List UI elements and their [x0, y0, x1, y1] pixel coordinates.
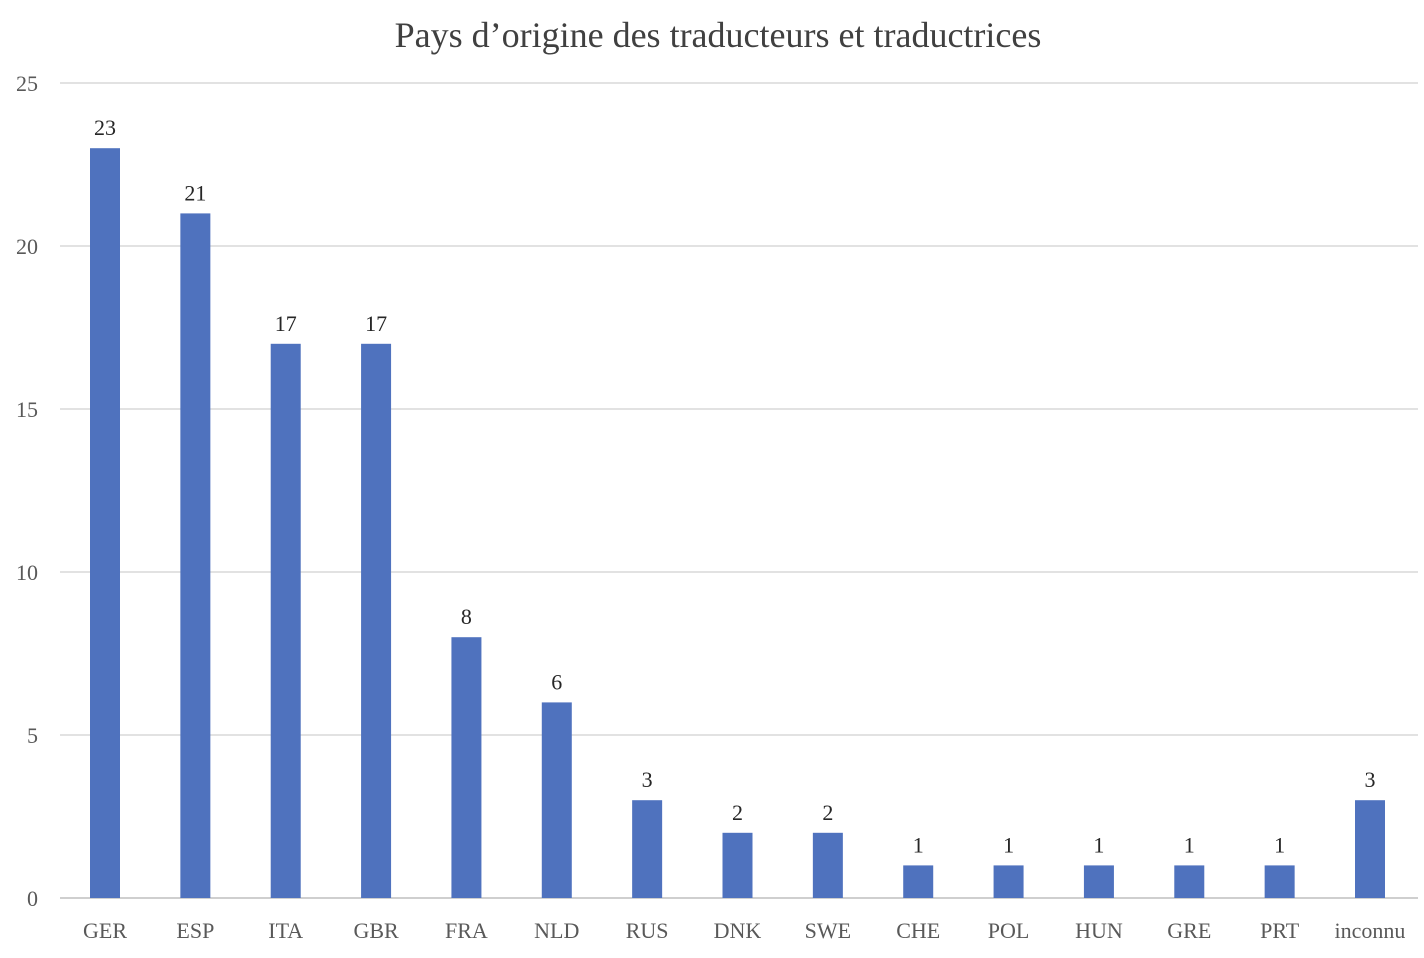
data-label: 6	[551, 669, 562, 694]
bar-hun	[1083, 865, 1114, 898]
bar-ger	[90, 148, 120, 898]
x-category-label: GBR	[353, 918, 399, 943]
bars	[90, 148, 1385, 898]
bar-gre	[1174, 865, 1205, 898]
bar-rus	[632, 800, 663, 898]
bar-inconnu	[1355, 800, 1385, 898]
bar-ita	[270, 343, 301, 898]
data-label: 23	[94, 115, 116, 140]
data-label: 8	[461, 604, 472, 629]
chart-title: Pays d’origine des traducteurs et traduc…	[395, 15, 1042, 55]
data-label: 3	[642, 767, 653, 792]
x-axis-category-labels: GER ESP ITA GBR FRA NLD RUS DNK SWE CHE POL HUN GRE P…	[83, 918, 1405, 943]
y-axis-tick-labels: 0 5 10 15 20 25	[16, 71, 38, 911]
gridlines	[60, 82, 1418, 899]
x-category-label: FRA	[445, 918, 488, 943]
data-label: 2	[822, 800, 833, 825]
y-tick-label: 25	[16, 71, 38, 96]
data-label: 17	[365, 311, 387, 336]
x-category-label: RUS	[626, 918, 669, 943]
data-label: 17	[275, 311, 297, 336]
x-category-label: GER	[83, 918, 127, 943]
x-category-label: inconnu	[1335, 918, 1406, 943]
y-tick-label: 0	[27, 886, 38, 911]
x-category-label: HUN	[1075, 918, 1123, 943]
data-label: 21	[184, 180, 206, 205]
x-category-label: NLD	[534, 918, 579, 943]
x-category-label: POL	[988, 918, 1030, 943]
x-category-label: ITA	[268, 918, 303, 943]
bar-gbr	[361, 343, 392, 898]
bar-esp	[180, 213, 211, 898]
y-tick-label: 5	[27, 723, 38, 748]
data-label: 1	[1274, 832, 1285, 857]
data-label: 1	[1184, 832, 1195, 857]
y-tick-label: 15	[16, 397, 38, 422]
data-label: 1	[1093, 832, 1104, 857]
bar-dnk	[722, 832, 753, 898]
bar-prt	[1264, 865, 1295, 898]
data-label: 1	[1003, 832, 1014, 857]
bar-swe	[812, 832, 843, 898]
x-category-label: DNK	[714, 918, 762, 943]
bar-che	[903, 865, 934, 898]
x-category-label: SWE	[805, 918, 851, 943]
data-label: 3	[1365, 767, 1376, 792]
x-category-label: CHE	[896, 918, 940, 943]
x-category-label: ESP	[176, 918, 214, 943]
y-tick-label: 20	[16, 234, 38, 259]
bar-nld	[541, 702, 572, 898]
y-tick-label: 10	[16, 560, 38, 585]
bar-pol	[993, 865, 1024, 898]
x-category-label: PRT	[1260, 918, 1300, 943]
data-label: 2	[732, 800, 743, 825]
bar-fra	[451, 637, 482, 898]
data-label: 1	[913, 832, 924, 857]
x-category-label: GRE	[1167, 918, 1211, 943]
